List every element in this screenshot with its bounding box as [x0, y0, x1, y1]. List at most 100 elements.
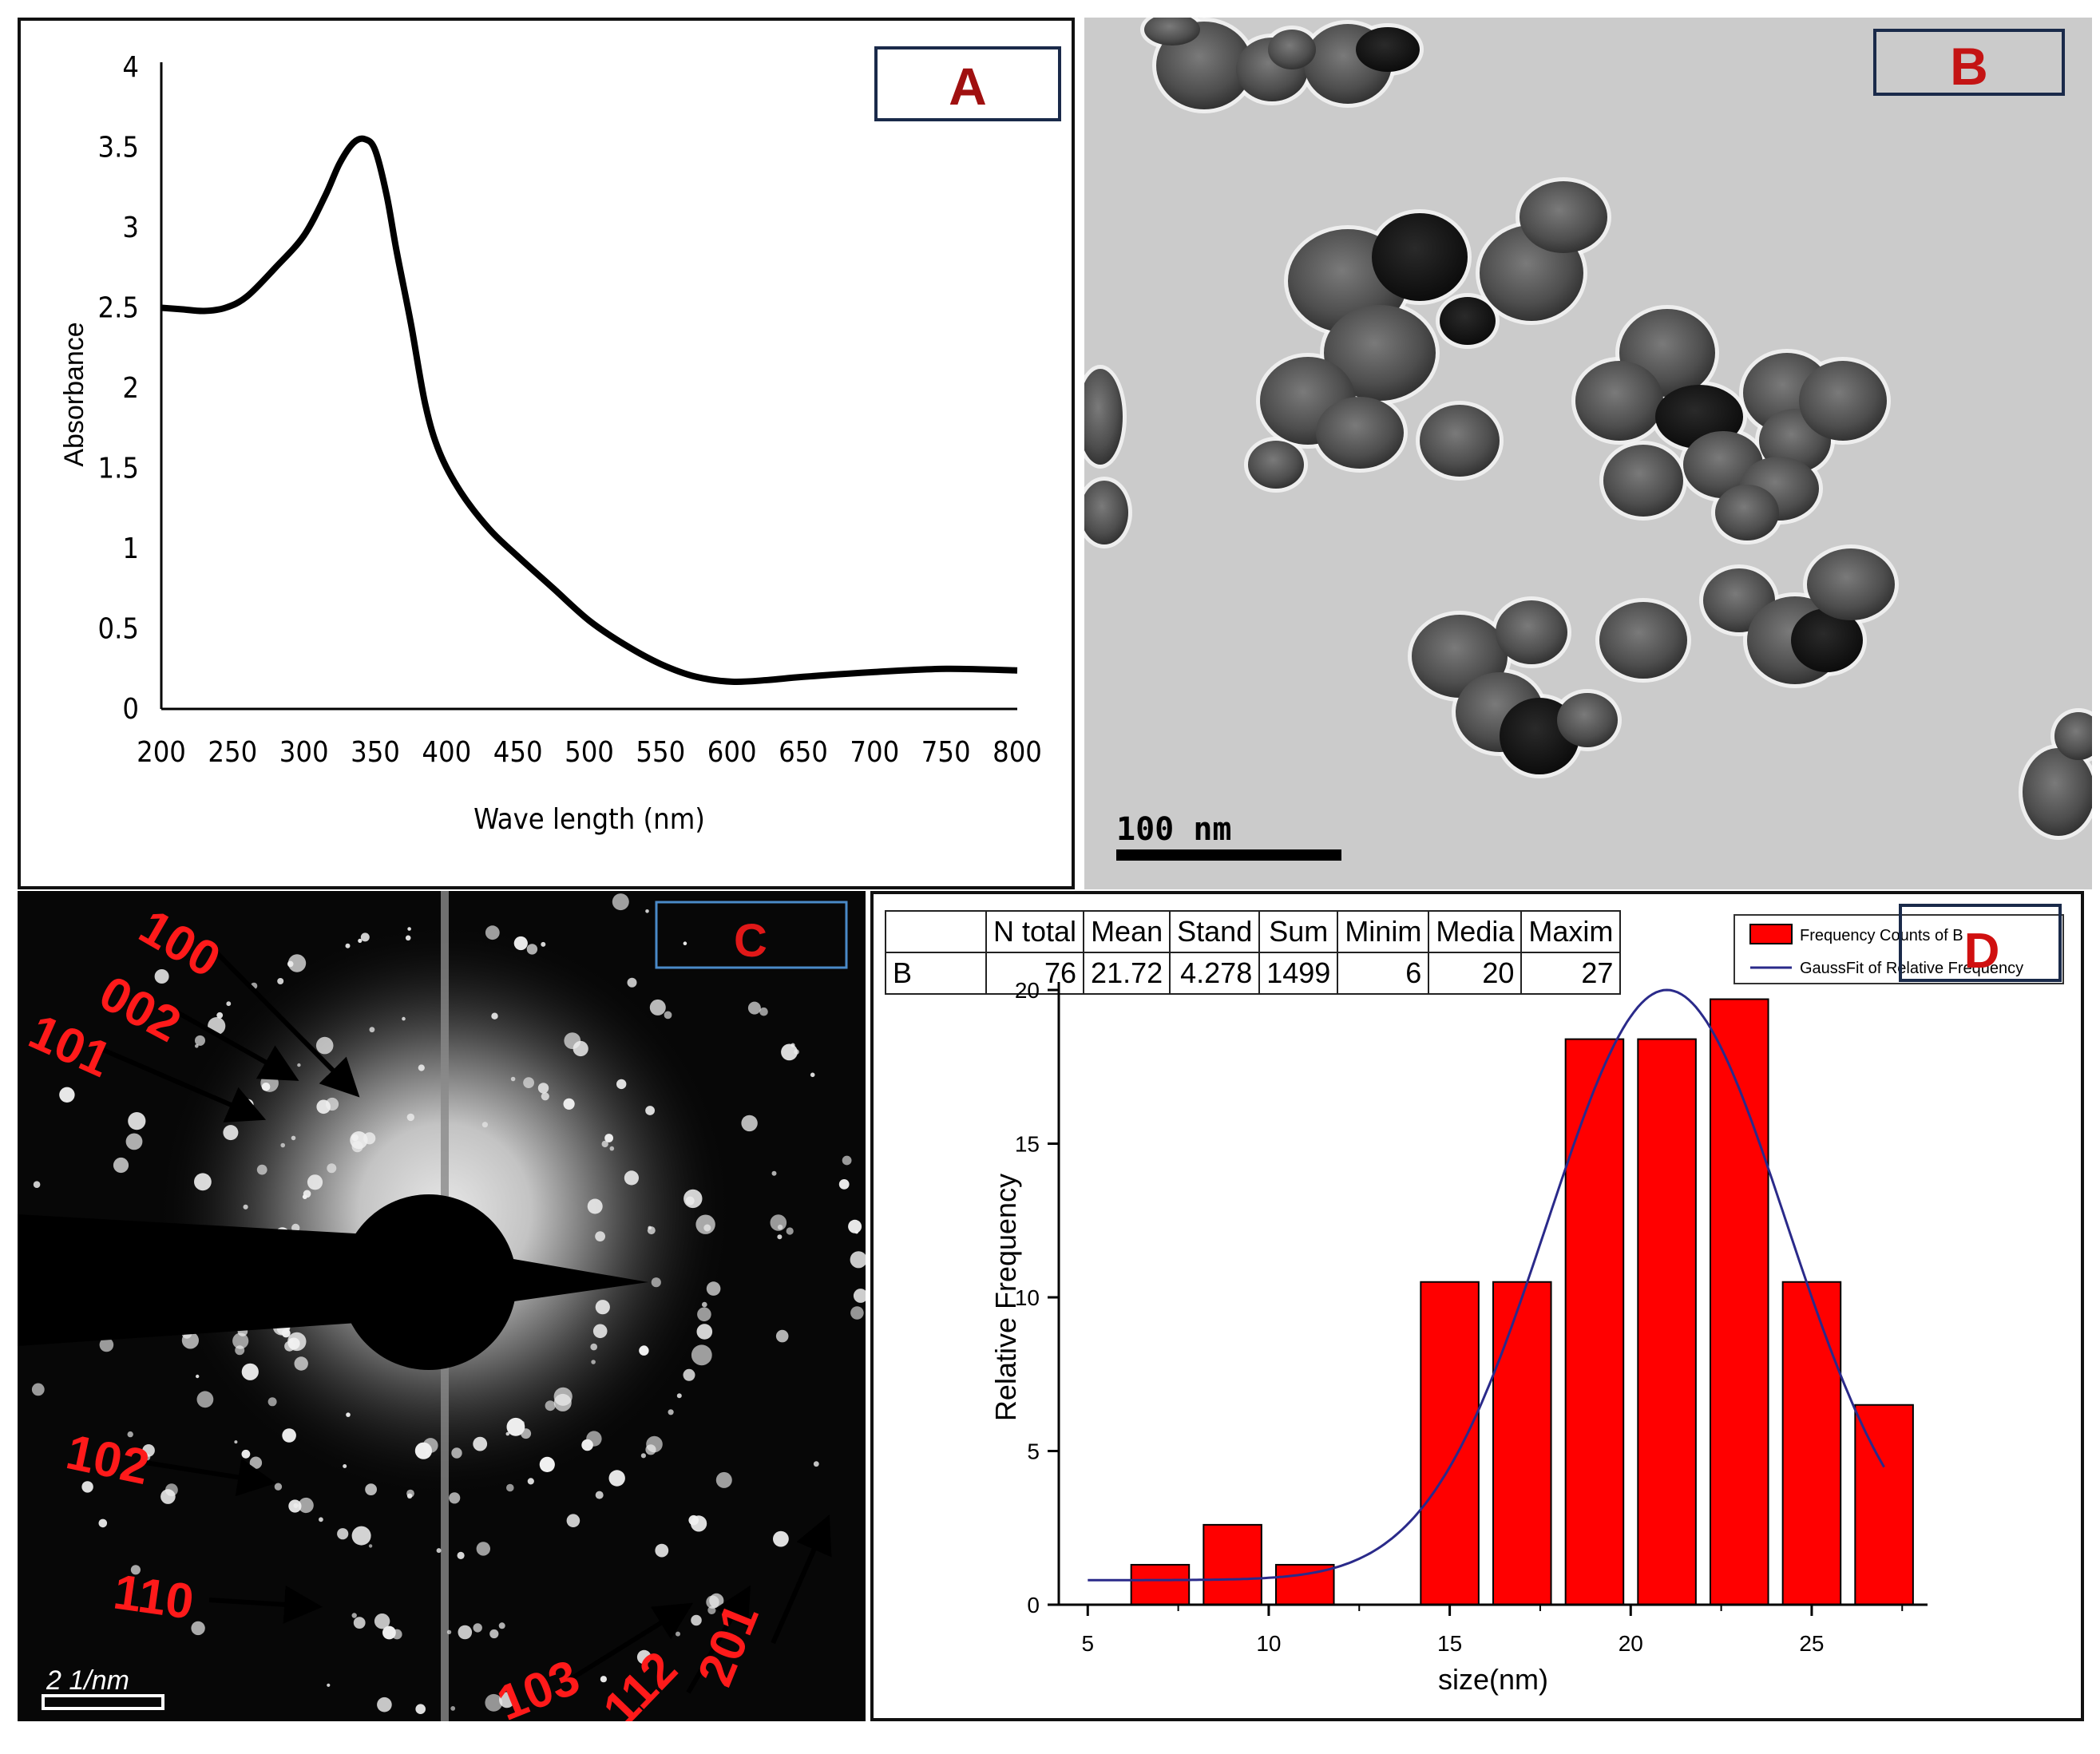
panel-d-letter: D	[1964, 924, 2000, 979]
statistics-table: N total Mean Stand Sum Minim Media Maxim…	[885, 910, 1622, 995]
tem-scale-bar-label: 100 nm	[1116, 811, 1232, 848]
x-tick-label: 500	[565, 736, 614, 769]
stats-header-cell: Minim	[1337, 910, 1430, 953]
diffraction-spot	[280, 1142, 286, 1148]
gauss-fit-line	[1088, 988, 1885, 1582]
histogram-bar	[1420, 1281, 1480, 1606]
diffraction-spot	[195, 1044, 199, 1048]
diffraction-spot	[695, 1214, 715, 1234]
diffraction-spot	[691, 1344, 712, 1366]
diffraction-spot	[591, 1360, 596, 1364]
stats-value-cell: 4.278	[1169, 952, 1261, 995]
diffraction-spot	[191, 1621, 205, 1636]
diffraction-spot	[350, 1131, 368, 1150]
diffraction-spot	[685, 1196, 695, 1206]
stats-header-cell: Media	[1428, 910, 1523, 953]
diffraction-spot	[707, 1606, 716, 1614]
diffraction-spot	[282, 1428, 296, 1443]
diffraction-spot	[232, 1332, 249, 1349]
diffraction-spot	[645, 1106, 655, 1115]
histogram-bar	[1492, 1281, 1552, 1606]
diffraction-spot	[425, 1451, 429, 1455]
y-tick-label: 3	[122, 212, 139, 244]
diffraction-spot	[327, 1163, 337, 1174]
diffraction-spot	[405, 935, 411, 941]
diffraction-spot	[319, 1517, 323, 1522]
diffraction-spot	[414, 1442, 432, 1459]
plane-arrow	[96, 1045, 267, 1122]
diffraction-spot	[142, 1444, 155, 1457]
nanoparticle	[1440, 297, 1496, 345]
diffraction-spot	[624, 1170, 640, 1186]
diffraction-spot	[267, 1397, 277, 1407]
diffraction-spot	[601, 1140, 608, 1148]
diffraction-spot	[810, 1072, 815, 1078]
diffraction-spot	[513, 936, 528, 951]
x-tick-label: 5	[1081, 1631, 1094, 1656]
stats-value-cell: 27	[1520, 952, 1622, 995]
diffraction-spot	[640, 1453, 647, 1459]
diffraction-spot	[595, 1300, 610, 1315]
nanoparticle	[1715, 485, 1779, 540]
y-tick-label: 2	[122, 372, 139, 405]
diffraction-spot	[249, 1456, 263, 1469]
absorbance-ticks: 200 250 300 350 400 450 500 550 600 650 700 750 800 0…	[98, 51, 1042, 769]
diffraction-spot	[33, 1181, 41, 1188]
diffraction-spot	[307, 1174, 323, 1190]
y-tick-label: 3.5	[98, 132, 140, 164]
nanoparticle	[1799, 361, 1887, 441]
diffraction-spot	[645, 909, 649, 913]
diffraction-spot	[777, 1224, 783, 1230]
panel-a-letter: A	[949, 57, 987, 116]
absorbance-y-axis-label: Absorbance	[59, 322, 89, 466]
diffraction-spot	[541, 941, 546, 947]
histogram-bar	[1203, 1523, 1262, 1606]
diffraction-spot	[703, 1224, 711, 1232]
nanoparticle	[2023, 748, 2092, 836]
x-tick-label: 15	[1437, 1631, 1462, 1656]
diffraction-spot	[520, 1420, 525, 1426]
absorbance-chart-svg: A 200 250 300 350 400 450 500 550 600 650 700 750 80…	[59, 46, 1061, 836]
histogram-bar	[1710, 998, 1769, 1606]
diffraction-spot	[374, 1613, 390, 1629]
diffraction-spot	[473, 1436, 488, 1451]
stats-header-cell: Maxim	[1520, 910, 1622, 953]
diffraction-spot	[853, 1289, 866, 1303]
y-tick-label: 10	[1015, 1285, 1040, 1310]
diffraction-spot	[786, 1227, 794, 1235]
diffraction-spot	[377, 1697, 392, 1712]
diffraction-spot	[523, 1077, 534, 1088]
panel-d-size-histogram: N total Mean Stand Sum Minim Media Maxim…	[870, 891, 2084, 1721]
diffraction-spot	[747, 1001, 761, 1015]
diffraction-spot	[325, 1097, 339, 1111]
histogram-x-axis-label: size(nm)	[1438, 1663, 1548, 1696]
diffraction-spot	[346, 1412, 351, 1417]
panel-b-letter: B	[1950, 37, 1988, 96]
diffraction-spot	[590, 1343, 597, 1351]
nanoparticle	[1356, 27, 1420, 72]
histogram-bar	[1130, 1563, 1191, 1606]
diffraction-spot	[298, 1497, 314, 1514]
diffraction-spot	[294, 1356, 308, 1371]
diffraction-spot	[81, 1481, 93, 1493]
diffraction-spot	[235, 1345, 245, 1356]
x-tick-label: 750	[921, 736, 971, 769]
diffraction-spot	[451, 1447, 462, 1459]
diffraction-spot	[521, 1428, 532, 1439]
diffraction-spot	[368, 1544, 373, 1548]
diffraction-spot	[315, 1036, 334, 1055]
stats-header-cell	[885, 910, 987, 953]
stats-header-cell: Mean	[1083, 910, 1171, 953]
diffraction-spot	[683, 1368, 695, 1381]
diffraction-spot	[848, 1219, 862, 1233]
diffraction-spot	[655, 1543, 669, 1558]
diffraction-spot	[676, 1393, 682, 1399]
stats-header-cell: Sum	[1258, 910, 1339, 953]
diffraction-spot	[850, 1306, 864, 1320]
diffraction-spot	[345, 943, 351, 948]
diffraction-spot	[436, 1548, 442, 1554]
diffraction-spot	[154, 969, 169, 984]
histogram-bar	[1781, 1281, 1842, 1606]
diffraction-spot	[113, 1157, 129, 1174]
diffraction-spot	[587, 1198, 603, 1214]
